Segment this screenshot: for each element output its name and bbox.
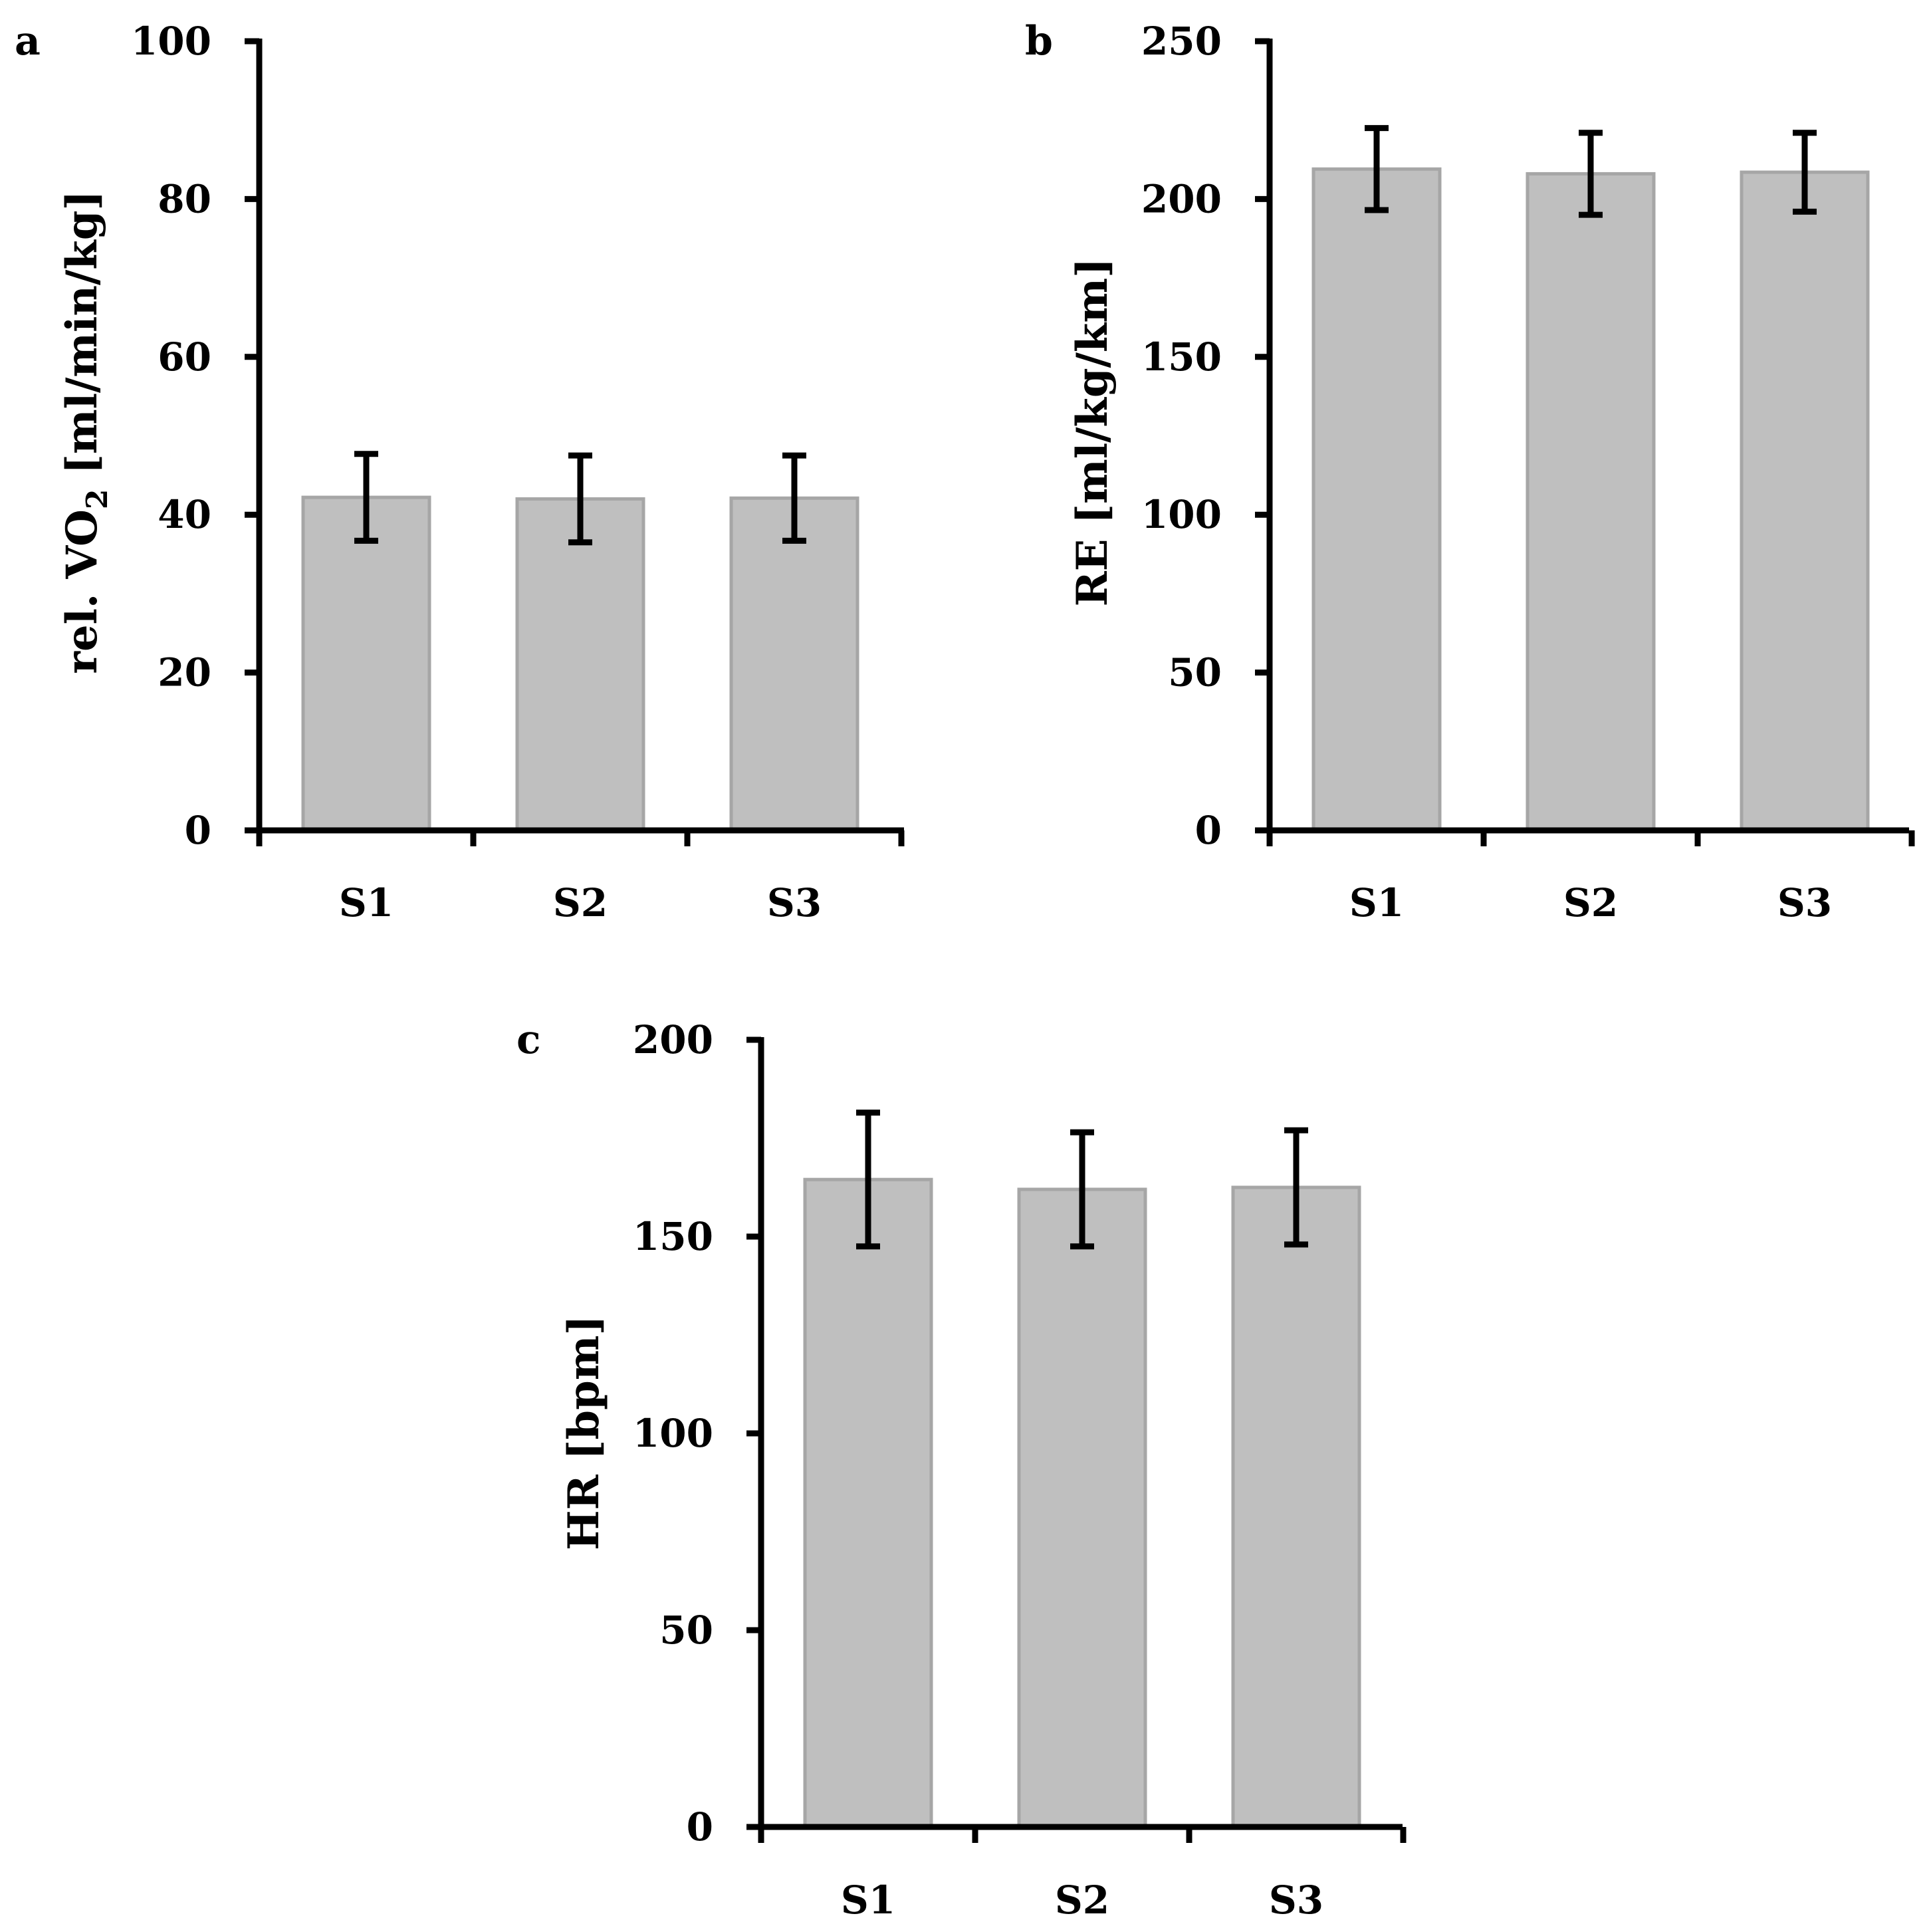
y-axis-label: rel. VO2 [ml/min/kg]: [57, 190, 114, 674]
y-tick-label: 80: [158, 176, 211, 221]
bar-s3: [1740, 170, 1870, 832]
x-tick-label: S2: [1055, 1877, 1109, 1923]
panel-label: a: [15, 18, 41, 64]
chart-panel-b: b S1 S2 S3 0 50 100 150 200 250 RE [ml/kg/km]: [1025, 18, 1915, 925]
y-tick-label: 0: [687, 1804, 713, 1850]
y-tick-label: 200: [1141, 176, 1222, 221]
chart-panel-c: c S1 S2 S3 0 50 100 150 200 HR [bpm]: [516, 1017, 1407, 1923]
y-tick-label: 250: [1141, 19, 1222, 64]
x-tick-label: S3: [767, 880, 822, 925]
x-tick-label: S3: [1269, 1877, 1323, 1923]
chart-panel-a: a S1 S2 S3 0 20 40 60 80 100 rel. VO2 [ml/min/kg]: [15, 18, 905, 925]
x-tick-label: S2: [553, 880, 608, 925]
panel-label: b: [1025, 18, 1053, 64]
y-tick-label: 0: [1195, 808, 1222, 853]
bar-s1: [301, 495, 431, 832]
y-tick-label: 150: [1141, 334, 1222, 380]
bar-s2: [1526, 172, 1656, 832]
x-tick-label: S1: [339, 880, 394, 925]
y-tick-label: 0: [185, 808, 211, 853]
y-tick-label: 150: [633, 1214, 713, 1259]
y-tick-label: 100: [1141, 492, 1222, 537]
y-tick-label: 60: [158, 334, 211, 380]
x-tick-label: S3: [1777, 880, 1832, 925]
x-tick-label: S2: [1563, 880, 1618, 925]
y-tick-label: 200: [633, 1017, 713, 1062]
y-axis-label: RE [ml/kg/km]: [1068, 258, 1117, 607]
y-tick-label: 100: [633, 1411, 713, 1456]
y-tick-label: 40: [158, 492, 211, 537]
y-tick-label: 100: [131, 19, 211, 64]
bar-s2: [1017, 1187, 1147, 1829]
bar-s2: [515, 497, 645, 832]
bar-s1: [1311, 167, 1442, 832]
panel-label: c: [516, 1017, 541, 1063]
bar-s3: [729, 496, 859, 832]
x-tick-label: S1: [1349, 880, 1404, 925]
bar-s3: [1231, 1185, 1361, 1829]
bar-s1: [803, 1177, 933, 1829]
y-axis-label: HR [bpm]: [559, 1315, 609, 1550]
x-tick-label: S1: [841, 1877, 895, 1923]
y-tick-label: 20: [158, 650, 211, 695]
y-tick-label: 50: [659, 1608, 713, 1653]
y-tick-label: 50: [1168, 650, 1222, 695]
